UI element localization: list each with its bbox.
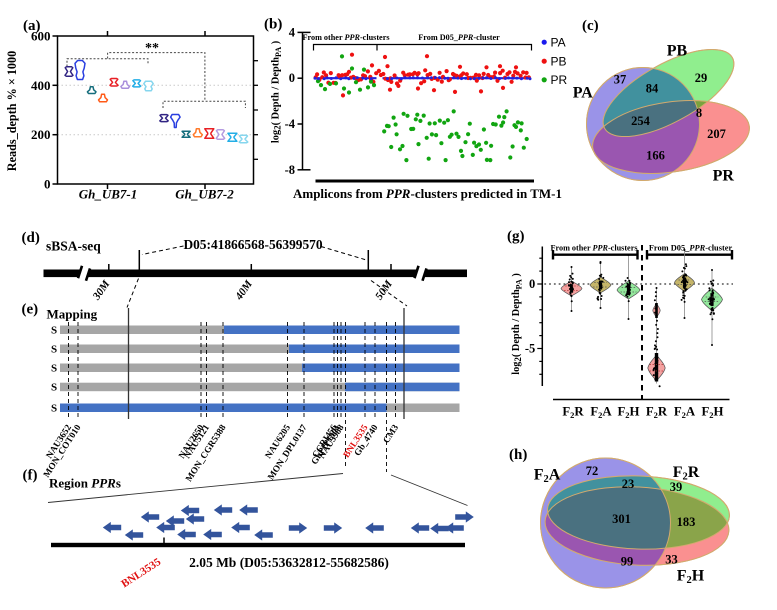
- svg-text:99: 99: [621, 555, 634, 569]
- svg-text:183: 183: [677, 515, 696, 529]
- svg-text:2.05 Mb (D05:53632812-55682586: 2.05 Mb (D05:53632812-55682586): [189, 555, 389, 570]
- svg-text:0: 0: [44, 177, 51, 192]
- svg-text:(b): (b): [264, 17, 282, 33]
- svg-text:F2A: F2A: [590, 405, 612, 421]
- svg-text:**: **: [145, 41, 159, 56]
- svg-text:Mapping: Mapping: [47, 307, 98, 322]
- svg-text:PB: PB: [551, 54, 567, 68]
- svg-text:S: S: [51, 344, 57, 356]
- svg-text:F2A: F2A: [534, 467, 561, 486]
- svg-text:S: S: [51, 363, 57, 375]
- svg-text:F2H: F2H: [701, 405, 723, 421]
- svg-text:PR: PR: [551, 73, 568, 87]
- svg-text:From D05_PPR-cluster: From D05_PPR-cluster: [418, 33, 500, 42]
- svg-text:S: S: [51, 403, 57, 415]
- svg-text:301: 301: [612, 512, 631, 526]
- svg-text:S: S: [51, 325, 57, 337]
- svg-text:-4: -4: [285, 117, 296, 131]
- svg-text:84: 84: [646, 82, 659, 96]
- svg-text:8: 8: [696, 106, 702, 120]
- svg-text:200: 200: [31, 127, 51, 142]
- svg-text:Region PPRs: Region PPRs: [49, 476, 121, 491]
- svg-text:F2R: F2R: [562, 405, 584, 421]
- svg-text:F2A: F2A: [674, 405, 696, 421]
- svg-text:72: 72: [586, 464, 599, 478]
- svg-text:23: 23: [622, 477, 635, 491]
- svg-text:Gh_UB7-2: Gh_UB7-2: [175, 187, 234, 202]
- svg-text:39: 39: [670, 480, 683, 494]
- svg-text:F2H: F2H: [617, 405, 639, 421]
- svg-text:From D05_PPR-cluster: From D05_PPR-cluster: [649, 244, 733, 253]
- svg-text:Gh_UB7-1: Gh_UB7-1: [79, 187, 138, 202]
- svg-text:PR: PR: [713, 168, 735, 185]
- svg-text:log2( Depth / DepthPA ): log2( Depth / DepthPA ): [511, 273, 524, 375]
- svg-text:Amplicons from PPR-clusters pr: Amplicons from PPR-clusters predicted in…: [293, 186, 562, 201]
- svg-text:207: 207: [707, 127, 726, 141]
- svg-text:29: 29: [695, 71, 708, 85]
- svg-text:-5: -5: [525, 342, 535, 356]
- svg-text:(d): (d): [22, 230, 40, 246]
- svg-text:S: S: [51, 382, 57, 394]
- svg-text:(c): (c): [582, 18, 599, 34]
- svg-text:400: 400: [31, 78, 51, 93]
- svg-text:From other PPR-clusters: From other PPR-clusters: [302, 33, 389, 42]
- svg-text:600: 600: [31, 29, 51, 44]
- svg-text:D05:41866568-56399570: D05:41866568-56399570: [183, 237, 322, 252]
- svg-text:PA: PA: [551, 35, 566, 49]
- svg-text:37: 37: [614, 73, 627, 87]
- svg-text:4: 4: [289, 25, 296, 39]
- svg-text:sBSA-seq: sBSA-seq: [46, 239, 101, 254]
- svg-text:166: 166: [646, 149, 665, 163]
- svg-text:(a): (a): [23, 18, 41, 34]
- svg-text:0: 0: [289, 71, 295, 85]
- svg-text:log2( Depth / DepthPA ): log2( Depth / DepthPA ): [271, 41, 284, 143]
- svg-text:254: 254: [631, 114, 651, 128]
- svg-text:From other PPR-clusters: From other PPR-clusters: [550, 244, 637, 253]
- svg-text:-8: -8: [285, 163, 295, 177]
- svg-text:PA: PA: [573, 85, 594, 102]
- svg-text:PB: PB: [667, 43, 688, 60]
- svg-text:F2H: F2H: [677, 568, 705, 587]
- svg-text:33: 33: [665, 553, 678, 567]
- svg-text:(g): (g): [507, 229, 525, 245]
- svg-text:(e): (e): [22, 302, 39, 318]
- svg-text:(h): (h): [509, 447, 527, 463]
- svg-text:0: 0: [529, 277, 535, 291]
- svg-text:F2R: F2R: [646, 405, 668, 421]
- svg-text:(f): (f): [23, 468, 38, 484]
- svg-text:Reads_depth % × 1000: Reads_depth % × 1000: [5, 51, 19, 171]
- svg-text:F2R: F2R: [673, 464, 700, 483]
